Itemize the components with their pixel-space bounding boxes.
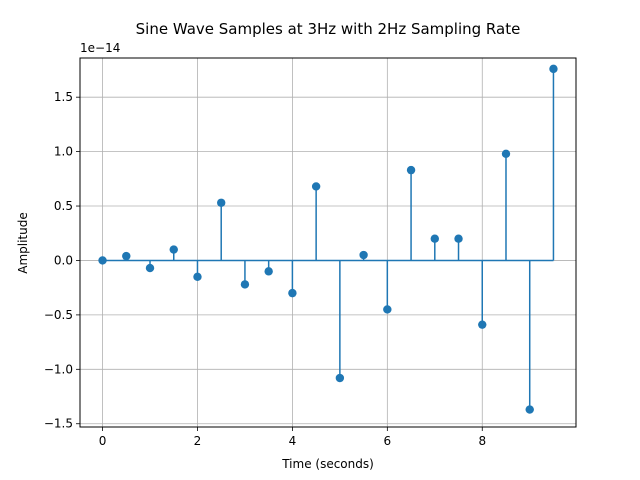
stem-marker xyxy=(288,288,297,298)
stem-marker xyxy=(406,165,416,175)
stem-marker xyxy=(549,64,558,74)
x-tick-label: 2 xyxy=(194,434,202,448)
stem-marker xyxy=(311,182,321,191)
stem-marker xyxy=(217,198,226,207)
x-axis-label: Time (seconds) xyxy=(281,457,374,471)
stem-markers xyxy=(98,64,558,414)
stem-marker xyxy=(193,272,202,281)
x-tick-label: 0 xyxy=(99,434,107,448)
stem-marker xyxy=(383,305,392,314)
y-tick-label: 0.0 xyxy=(54,253,73,267)
x-axis-ticks: 0 2 4 6 8 xyxy=(99,427,486,448)
y-tick-label: −0.5 xyxy=(44,308,73,322)
y-tick-label: 1.0 xyxy=(54,145,73,159)
stem-marker xyxy=(145,263,155,273)
plot-frame xyxy=(79,57,577,428)
stem-marker xyxy=(169,245,178,254)
stem-lines xyxy=(125,68,555,410)
y-tick-label: −1.0 xyxy=(44,362,73,376)
x-tick-label: 6 xyxy=(384,434,392,448)
y-axis-label: Amplitude xyxy=(16,212,30,274)
x-tick-label: 8 xyxy=(478,434,486,448)
chart-title: Sine Wave Samples at 3Hz with 2Hz Sampli… xyxy=(136,20,521,38)
stem-marker xyxy=(359,250,368,260)
stem-marker xyxy=(264,267,273,276)
y-offset-label: 1e−14 xyxy=(80,41,120,55)
y-axis-ticks: −1.5 −1.0 −0.5 0.0 0.5 1.0 1.5 xyxy=(44,90,80,431)
stem-marker xyxy=(525,405,534,414)
grid-lines xyxy=(80,58,576,427)
stem-marker xyxy=(240,280,250,289)
stem-marker xyxy=(335,373,345,383)
y-tick-label: 0.5 xyxy=(54,199,73,213)
stem-marker xyxy=(122,251,131,261)
y-tick-label: −1.5 xyxy=(44,417,73,431)
stem-marker xyxy=(501,149,511,158)
x-tick-label: 4 xyxy=(289,434,297,448)
stem-marker xyxy=(430,234,439,243)
stem-marker xyxy=(478,320,487,329)
y-tick-label: 1.5 xyxy=(54,90,73,104)
stem-marker xyxy=(454,234,463,243)
stem-marker xyxy=(98,256,107,265)
